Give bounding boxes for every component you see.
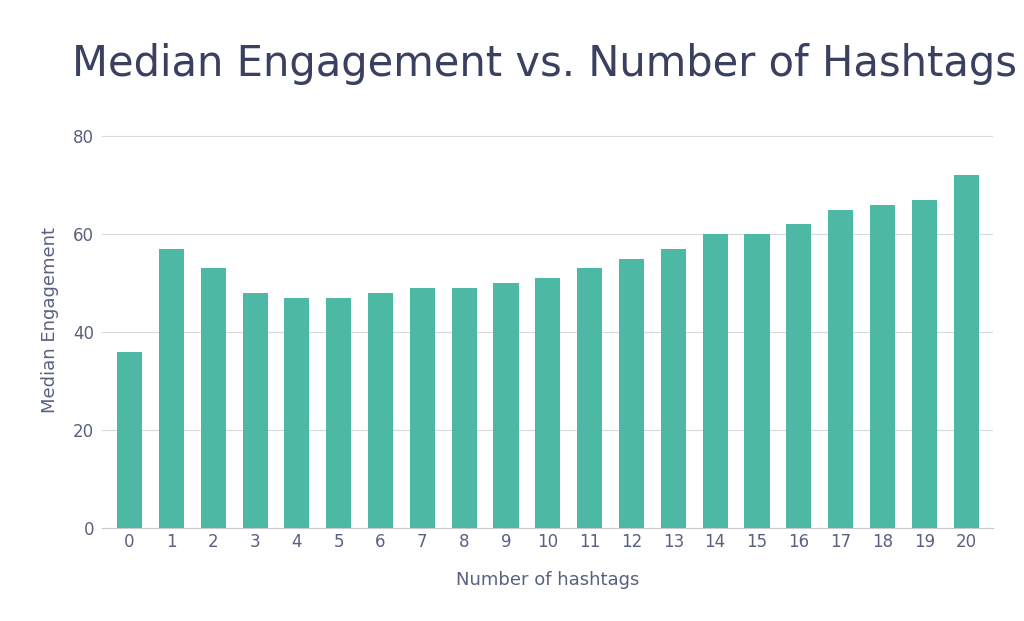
Bar: [660, 249, 686, 528]
Bar: [368, 293, 393, 528]
Bar: [870, 205, 895, 528]
Bar: [243, 293, 267, 528]
Text: Median Engagement vs. Number of Hashtags: Median Engagement vs. Number of Hashtags: [72, 43, 1017, 86]
Bar: [159, 249, 184, 528]
Bar: [452, 288, 477, 528]
Bar: [117, 351, 142, 528]
Bar: [201, 268, 225, 528]
Bar: [786, 224, 811, 528]
Y-axis label: Median Engagement: Median Engagement: [41, 227, 59, 413]
Bar: [578, 268, 602, 528]
Bar: [618, 258, 644, 528]
Bar: [953, 175, 979, 528]
Bar: [744, 234, 769, 528]
Bar: [494, 283, 518, 528]
X-axis label: Number of hashtags: Number of hashtags: [456, 571, 640, 589]
Bar: [327, 298, 351, 528]
Bar: [911, 200, 937, 528]
Bar: [828, 210, 853, 528]
Bar: [536, 278, 560, 528]
Bar: [285, 298, 309, 528]
Bar: [410, 288, 435, 528]
Bar: [702, 234, 728, 528]
